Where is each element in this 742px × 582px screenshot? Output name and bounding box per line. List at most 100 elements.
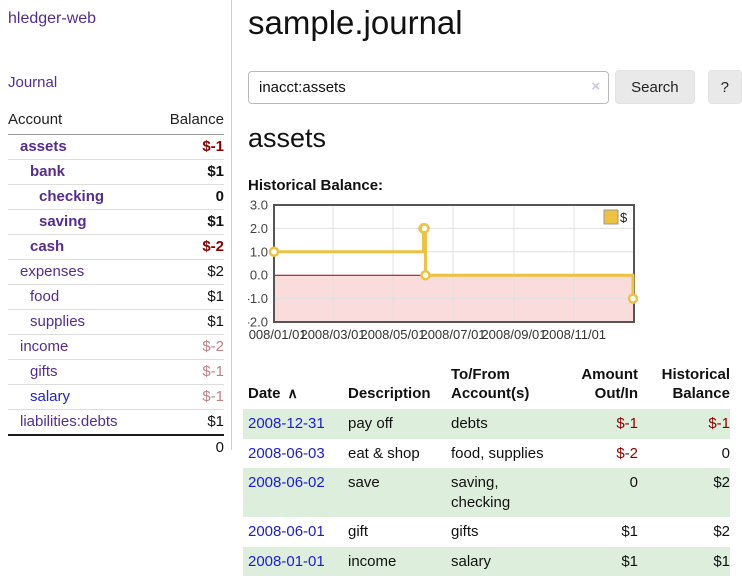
y-axis-tick-label: -2.0: [248, 315, 268, 330]
register-row: 2008-06-02 save saving, checking 0 $2: [243, 468, 730, 518]
register-header-row: Date ∧ Description To/From Account(s) Amount…: [243, 363, 730, 409]
transaction-balance: $2: [713, 523, 730, 541]
sidebar-account-balance: $1: [152, 284, 224, 310]
main-panel: sample.journal × Search ? assets Histori…: [243, 0, 742, 577]
legend-label: $: [620, 210, 628, 225]
accounts-header-account: Account: [8, 107, 153, 135]
transaction-accounts: saving, checking: [451, 474, 511, 511]
sidebar-account-link[interactable]: saving: [39, 213, 87, 230]
legend-swatch: [603, 209, 619, 225]
transaction-amount: $1: [621, 523, 638, 541]
sidebar-account-link[interactable]: cash: [30, 238, 65, 255]
transaction-amount: $-2: [616, 444, 638, 462]
x-axis-tick-label: 2008/07/01: [420, 327, 485, 342]
sort-asc-icon: ∧: [287, 385, 298, 402]
transaction-date-link[interactable]: 2008-06-02: [248, 474, 325, 492]
data-point-marker: [627, 293, 639, 304]
transaction-accounts: salary: [451, 552, 492, 570]
register-row: 2008-12-31 pay off debts $-1 $-1: [243, 409, 730, 439]
accounts-header-balance: Balance: [152, 107, 224, 135]
y-axis-tick-label: 0.0: [250, 268, 268, 283]
transaction-date-link[interactable]: 2008-01-01: [248, 552, 325, 570]
x-axis-tick-label: 2008/01/01: [248, 327, 307, 342]
sidebar-account-link[interactable]: liabilities:debts: [20, 413, 118, 430]
sidebar-account-balance: $1: [152, 409, 224, 436]
accounts-total-value: 0: [152, 434, 224, 460]
register-column-header[interactable]: Date ∧: [243, 363, 343, 409]
transaction-date-link[interactable]: 2008-06-01: [248, 523, 325, 541]
plot-border: [273, 204, 635, 323]
clear-search-icon[interactable]: ×: [591, 77, 601, 95]
y-axis-tick-label: 2.0: [250, 221, 268, 236]
register-column-header: Historical Balance: [638, 363, 730, 409]
accounts-table: Account Balance assets $-1 bank $1 checking 0…: [8, 107, 224, 460]
search-button[interactable]: Search: [615, 70, 695, 104]
register-row: 2008-06-03 eat & shop food, supplies $-2 0: [243, 439, 730, 469]
sidebar-account-link[interactable]: bank: [30, 163, 66, 180]
transaction-balance: 0: [721, 444, 730, 462]
sidebar-account-row: saving $1: [8, 209, 224, 235]
register-column-label: To/From Account(s): [451, 366, 530, 403]
sidebar-account-balance: $1: [152, 209, 224, 235]
register-column-label: Amount Out/In: [581, 366, 638, 403]
accounts-body: assets $-1 bank $1 checking 0 saving $1 cash $-2 e…: [8, 134, 224, 436]
sidebar-account-balance: $-2: [152, 334, 224, 360]
transaction-date-link[interactable]: 2008-12-31: [248, 415, 325, 433]
search-input[interactable]: [248, 70, 610, 104]
data-point-marker: [420, 269, 431, 281]
sidebar-account-balance: $-2: [152, 234, 224, 260]
sidebar-account-row: expenses $2: [8, 259, 224, 285]
register-body: 2008-12-31 pay off debts $-1 $-1 2008-06-03 ea…: [243, 409, 730, 577]
sidebar-account-row: bank $1: [8, 159, 224, 185]
register-column-label: Date: [248, 385, 281, 403]
transaction-amount: 0: [629, 474, 638, 492]
sidebar-account-link[interactable]: supplies: [30, 313, 86, 330]
sidebar-account-link[interactable]: gifts: [30, 363, 58, 380]
sidebar-account-link[interactable]: food: [30, 288, 60, 305]
sidebar-account-balance: 0: [152, 184, 224, 210]
sidebar-account-balance: $-1: [152, 384, 224, 410]
sidebar-account-row: cash $-2: [8, 234, 224, 260]
transaction-description: eat & shop: [348, 444, 420, 462]
transaction-accounts: gifts: [451, 523, 479, 541]
data-point-marker: [419, 223, 430, 234]
sidebar-account-balance: $-1: [152, 359, 224, 385]
sidebar-account-balance: $2: [152, 259, 224, 285]
transaction-accounts: food, supplies: [451, 444, 544, 462]
sidebar: hledger-web Journal Account Balance asse…: [0, 0, 232, 460]
nav-journal-link[interactable]: Journal: [8, 74, 58, 91]
sidebar-account-link[interactable]: salary: [30, 388, 71, 405]
sidebar-account-row: liabilities:debts $1: [8, 409, 224, 436]
sidebar-account-row: income $-2: [8, 334, 224, 360]
sidebar-account-row: food $1: [8, 284, 224, 310]
sidebar-account-link[interactable]: assets: [20, 138, 67, 155]
transaction-accounts: debts: [451, 415, 488, 433]
transaction-date-link[interactable]: 2008-06-03: [248, 444, 325, 462]
transaction-balance: $1: [713, 552, 730, 570]
balance-chart: $3.0 2.0 1.0 0.0 -1.0 -2.02008/01/012008/03/0…: [248, 200, 639, 342]
sidebar-account-balance: $1: [152, 159, 224, 185]
sidebar-account-link[interactable]: expenses: [20, 263, 85, 280]
register-table: Date ∧ Description To/From Account(s) Amount…: [243, 363, 730, 577]
sidebar-account-link[interactable]: income: [20, 338, 69, 355]
transaction-description: save: [348, 474, 380, 492]
sidebar-account-balance: $1: [152, 309, 224, 335]
help-button[interactable]: ?: [707, 70, 742, 104]
register-row: 2008-06-01 gift gifts $1 $2: [243, 517, 730, 547]
chart-label: Historical Balance:: [248, 177, 384, 194]
sidebar-account-row: salary $-1: [8, 384, 224, 410]
sidebar-account-balance: $-1: [152, 134, 224, 160]
search-bar: × Search ?: [248, 70, 742, 104]
app-title: hledger-web: [8, 10, 97, 27]
register-column-label: Historical Balance: [661, 366, 730, 403]
sidebar-account-row: supplies $1: [8, 309, 224, 335]
sidebar-account-row: checking 0: [8, 184, 224, 210]
sidebar-account-row: gifts $-1: [8, 359, 224, 385]
data-point-marker: [268, 246, 280, 258]
register-column-header: Description: [343, 363, 446, 409]
sidebar-account-link[interactable]: checking: [39, 188, 105, 205]
transaction-balance: $-1: [708, 415, 730, 433]
transaction-description: gift: [348, 523, 369, 541]
sidebar-account-row: assets $-1: [8, 134, 224, 160]
accounts-total-row: 0: [8, 434, 224, 460]
